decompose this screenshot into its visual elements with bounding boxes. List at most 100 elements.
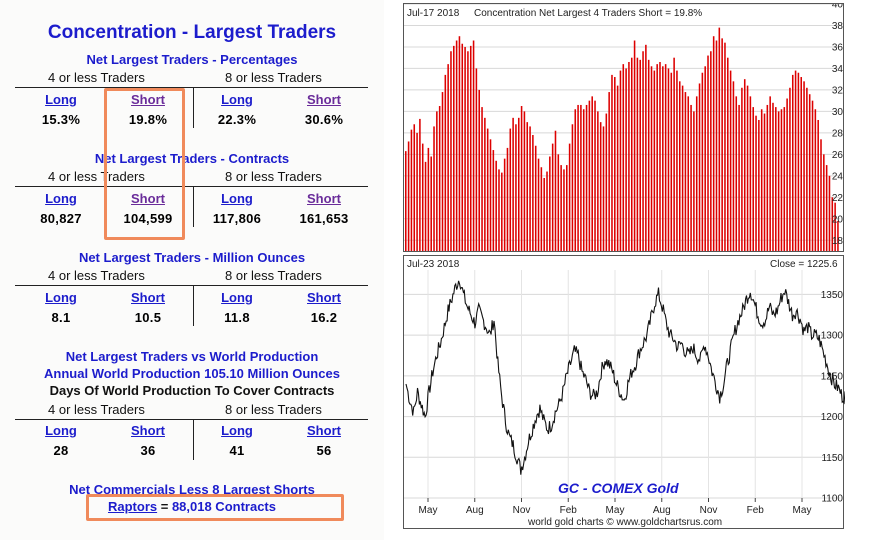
- value-short-4: 104,599: [123, 211, 173, 226]
- column-divider: [193, 420, 194, 460]
- short-4-link[interactable]: Short: [131, 92, 165, 107]
- section-title-contracts: Net Largest Traders - Contracts: [94, 151, 290, 166]
- value-long-8: 41: [229, 443, 245, 458]
- bar: [628, 61, 630, 251]
- value-long-4: 28: [53, 443, 69, 458]
- bar: [517, 117, 520, 252]
- short-8-link[interactable]: Short: [307, 92, 341, 107]
- bar: [625, 68, 627, 251]
- divider: [15, 419, 368, 420]
- bar: [645, 44, 647, 251]
- y-tick-label: 1100: [821, 494, 843, 505]
- bar: [489, 139, 492, 251]
- bar: [712, 36, 715, 251]
- divider: [15, 186, 368, 187]
- y-tick-label: 36: [832, 42, 844, 53]
- bar: [614, 77, 616, 251]
- bar: [498, 169, 500, 251]
- x-tick-label: Aug: [653, 505, 671, 516]
- bar: [806, 87, 808, 251]
- bar: [599, 122, 602, 251]
- bar: [526, 122, 529, 251]
- bar: [749, 96, 752, 251]
- bar: [560, 165, 562, 251]
- bar: [605, 113, 608, 252]
- bar: [817, 119, 819, 251]
- bar: [495, 160, 497, 251]
- short-8-link[interactable]: Short: [307, 423, 341, 438]
- bar: [430, 156, 432, 251]
- bar: [616, 85, 619, 251]
- bar: [837, 220, 839, 251]
- bar: [828, 175, 831, 251]
- bar: [834, 202, 836, 251]
- bar: [656, 64, 658, 251]
- long-4-link[interactable]: Long: [45, 290, 77, 305]
- bar: [738, 104, 740, 252]
- y-tick-label: 1300: [821, 331, 844, 342]
- close-price-label: Close = 1225.6: [770, 259, 838, 270]
- bar: [741, 87, 743, 251]
- long-8-link[interactable]: Long: [221, 92, 253, 107]
- bar: [469, 45, 472, 251]
- bar: [704, 66, 706, 251]
- bar: [424, 161, 427, 251]
- long-8-link[interactable]: Long: [221, 191, 253, 206]
- bar: [630, 57, 633, 252]
- y-tick-label: 1250: [821, 371, 844, 382]
- value-long-8: 11.8: [224, 310, 250, 325]
- raptors-link[interactable]: Raptors: [107, 499, 158, 514]
- bar: [664, 64, 667, 251]
- bar: [814, 109, 817, 252]
- x-tick-label: Feb: [747, 505, 765, 516]
- bar: [478, 89, 480, 251]
- bar: [633, 40, 636, 251]
- bar: [472, 40, 475, 251]
- bar: [436, 111, 438, 252]
- divider: [15, 87, 368, 88]
- bar: [707, 55, 709, 252]
- column-divider: [193, 286, 194, 326]
- short-column-highlight: [104, 88, 185, 240]
- long-4-link[interactable]: Long: [45, 423, 77, 438]
- bar: [698, 83, 701, 251]
- short-8-link[interactable]: Short: [307, 290, 341, 305]
- long-4-link[interactable]: Long: [45, 92, 77, 107]
- bar: [808, 94, 811, 251]
- y-tick-label: 20: [832, 214, 844, 225]
- short-4-link[interactable]: Short: [131, 423, 165, 438]
- bar: [597, 111, 599, 252]
- bar: [800, 77, 803, 251]
- raptors-value: 88,018 Contracts: [171, 499, 276, 514]
- bar: [509, 128, 512, 251]
- value-short-4: 36: [140, 443, 156, 458]
- y-tick-label: 24: [832, 171, 844, 182]
- bar: [503, 158, 506, 251]
- line-chart-svg: 1100 1150 1200 1250 1300 1350 May Aug Nov Feb May…: [404, 259, 847, 528]
- concentration-bar-chart: 18 20 22 24 26 28 30 32 34 36 38 40 Jul-17 2018 Con…: [403, 0, 844, 252]
- concentration-panel: Concentration - Largest Traders Net Larg…: [0, 0, 384, 540]
- bar: [557, 154, 560, 251]
- long-8-link[interactable]: Long: [221, 290, 253, 305]
- short-4-link[interactable]: Short: [131, 290, 165, 305]
- bar: [797, 72, 800, 251]
- chart-watermark: GC - COMEX Gold: [558, 480, 679, 496]
- bar: [769, 96, 771, 251]
- bar: [427, 147, 430, 251]
- bar: [532, 135, 534, 251]
- bar: [419, 118, 421, 252]
- bar: [447, 64, 449, 251]
- short-4-link[interactable]: Short: [131, 191, 165, 206]
- bar: [791, 74, 794, 251]
- long-8-link[interactable]: Long: [221, 423, 253, 438]
- long-4-link[interactable]: Long: [45, 191, 77, 206]
- bar: [777, 111, 780, 252]
- bar: [568, 143, 571, 251]
- bar: [438, 106, 441, 252]
- short-8-link[interactable]: Short: [307, 191, 341, 206]
- y-tick-label: 40: [832, 4, 844, 11]
- bar: [735, 96, 738, 251]
- section-title-percentages: Net Largest Traders - Percentages: [86, 52, 298, 67]
- bar: [803, 81, 805, 251]
- bar: [450, 51, 452, 252]
